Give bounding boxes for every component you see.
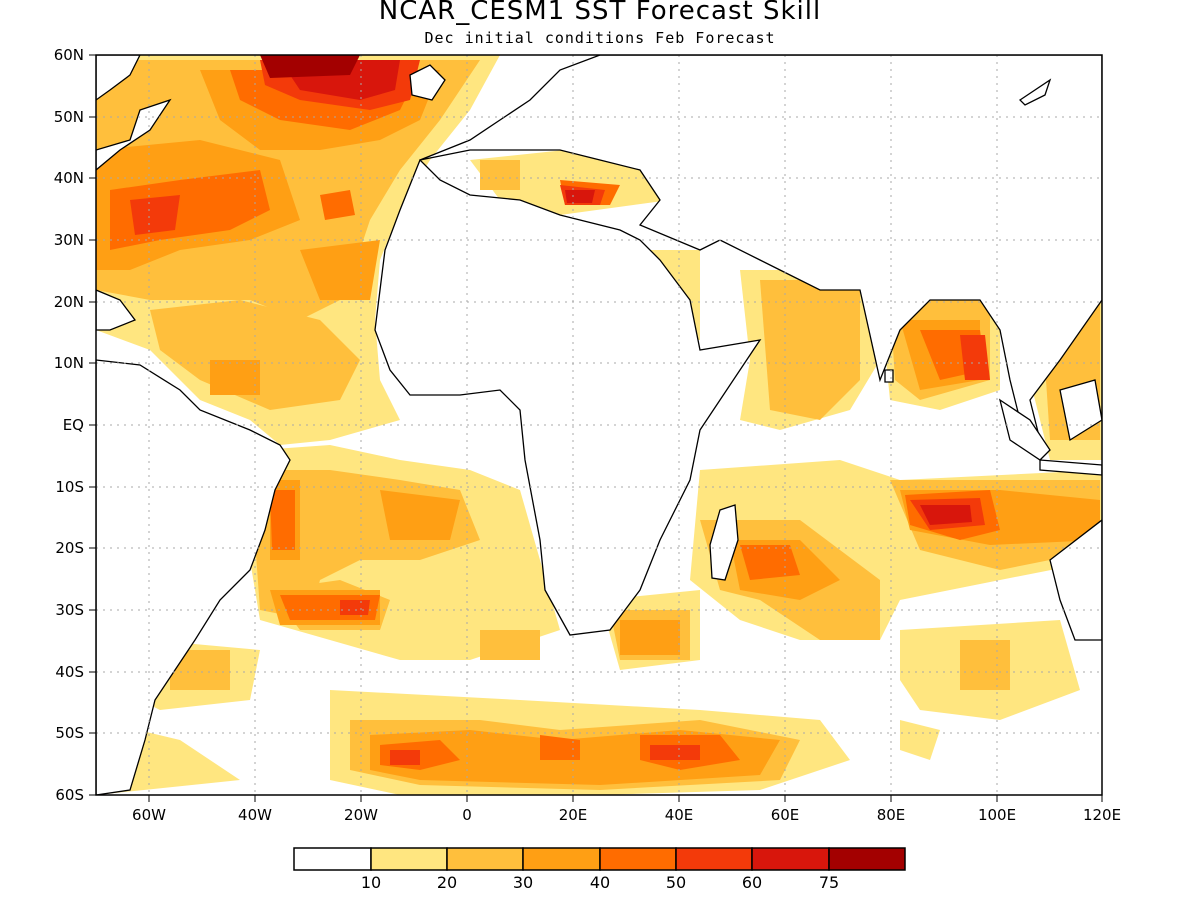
colorbar-label: 50 <box>666 873 686 892</box>
colorbar-label: 75 <box>819 873 839 892</box>
lat-tick-label: 50N <box>54 108 84 126</box>
lat-tick-label: 30S <box>55 601 84 619</box>
lat-tick-label: 50S <box>55 724 84 742</box>
lat-tick-label: 10S <box>55 478 84 496</box>
lon-tick-label: 20W <box>344 806 378 824</box>
lat-tick-label: 10N <box>54 354 84 372</box>
lat-tick-label: 30N <box>54 231 84 249</box>
lon-tick-label: 60E <box>771 806 800 824</box>
lon-tick-label: 40W <box>238 806 272 824</box>
colorbar-swatch <box>293 847 372 871</box>
colorbar-swatch <box>370 847 448 871</box>
colorbar-swatch <box>599 847 677 871</box>
lon-tick-label: 100E <box>978 806 1016 824</box>
lon-tick-label: 120E <box>1083 806 1121 824</box>
lon-tick-label: 40E <box>665 806 694 824</box>
lon-tick-labels: 60W 40W 20W 0 20E 40E 60E 80E 100E 120E <box>132 806 1121 824</box>
colorbar-label: 60 <box>742 873 762 892</box>
coastlines <box>96 55 1102 795</box>
lon-tick-label: 0 <box>462 806 472 824</box>
colorbar-swatch <box>446 847 524 871</box>
colorbar-swatch <box>522 847 601 871</box>
lat-tick-label: 60N <box>54 46 84 64</box>
grid-lines <box>96 55 1102 795</box>
map-subtitle: Dec initial conditions Feb Forecast <box>424 29 776 47</box>
lat-tick-label: 40S <box>55 663 84 681</box>
lat-tick-label: 20N <box>54 293 84 311</box>
lat-tick-label: 20S <box>55 539 84 557</box>
lon-tick-label: 80E <box>877 806 906 824</box>
tick-marks <box>89 54 1103 802</box>
lon-tick-label: 60W <box>132 806 166 824</box>
colorbar-label: 10 <box>361 873 381 892</box>
colorbar: 10 20 30 40 50 60 75 <box>293 847 906 892</box>
colorbar-label: 20 <box>437 873 457 892</box>
colorbar-swatch <box>675 847 753 871</box>
colorbar-swatch <box>828 847 906 871</box>
colorbar-swatch <box>751 847 830 871</box>
map-title: NCAR_CESM1 SST Forecast Skill <box>378 0 822 26</box>
lat-tick-label: 60S <box>55 786 84 804</box>
colorbar-label: 30 <box>513 873 533 892</box>
lat-tick-labels: 60N 50N 40N 30N 20N 10N EQ 10S 20S 30S 4… <box>54 46 84 804</box>
colorbar-label: 40 <box>590 873 610 892</box>
lon-tick-label: 20E <box>559 806 588 824</box>
lat-tick-label: EQ <box>63 416 84 434</box>
lat-tick-label: 40N <box>54 169 84 187</box>
